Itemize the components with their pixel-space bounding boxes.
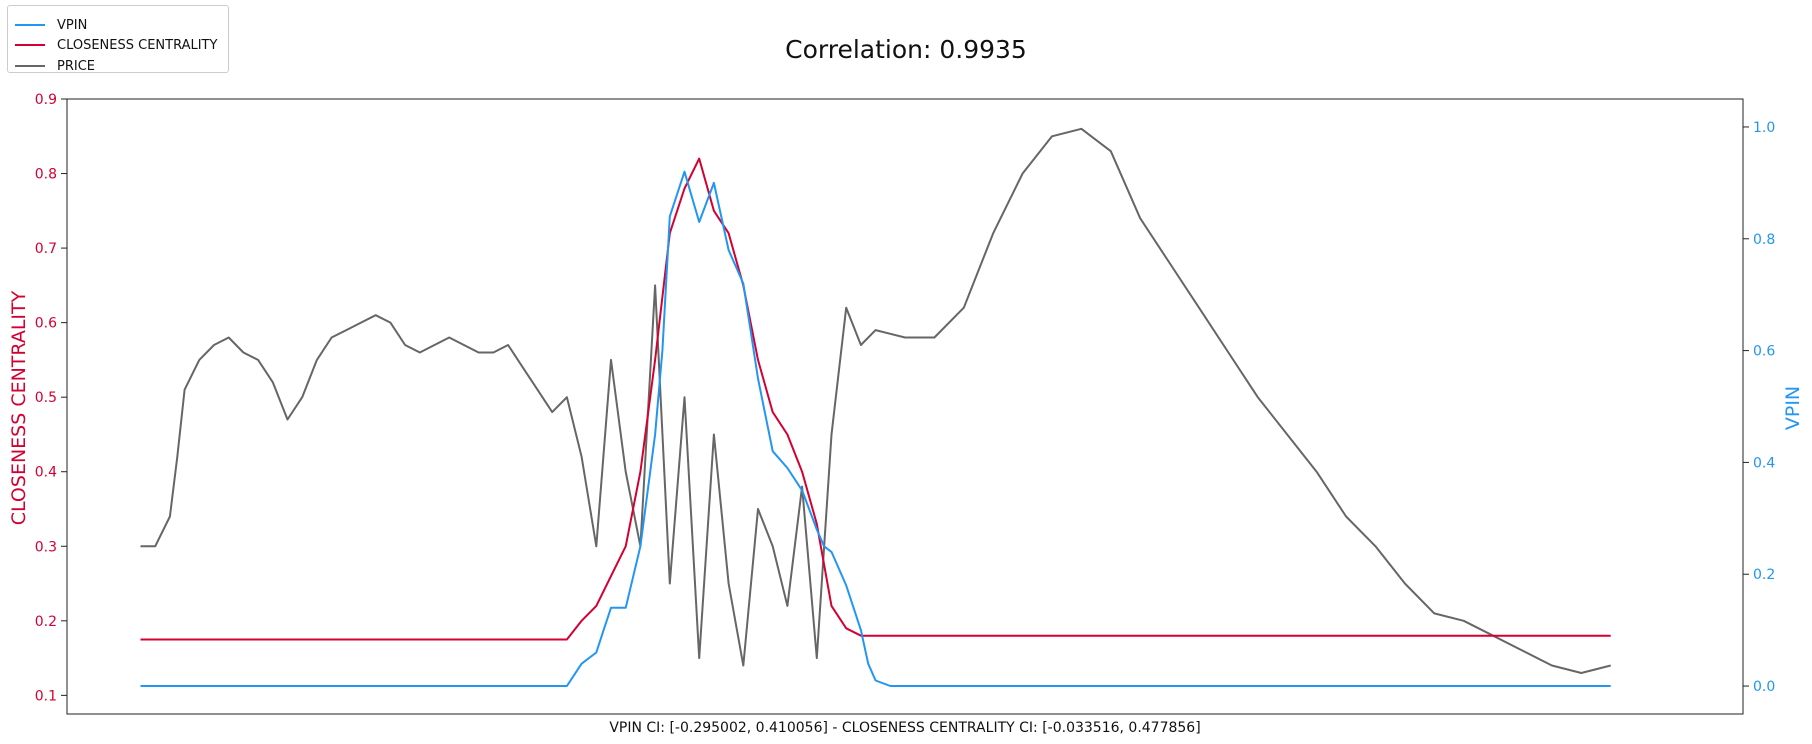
legend-label-vpin: VPIN [57, 17, 88, 33]
left-tick-label: 0.2 [35, 614, 57, 630]
x-axis-label: VPIN CI: [-0.295002, 0.410056] - CLOSENE… [609, 720, 1200, 736]
left-tick-label: 0.9 [35, 92, 57, 108]
left-tick-label: 0.7 [35, 241, 57, 257]
right-tick-label: 0.0 [1753, 679, 1775, 695]
y-axis-label-right: VPIN [1782, 386, 1804, 430]
series-layer [140, 127, 1611, 687]
legend-label-closeness: CLOSENESS CENTRALITY [57, 37, 218, 53]
legend-swatch-vpin [15, 24, 45, 26]
right-tick-label: 0.2 [1753, 567, 1775, 583]
right-tick-label: 0.4 [1753, 455, 1775, 471]
left-tick-label: 0.3 [35, 539, 57, 555]
left-tick-label: 0.6 [35, 316, 57, 332]
series-line-price [140, 127, 1611, 674]
left-tick-label: 0.1 [35, 688, 57, 704]
series-line-vpin [140, 170, 1611, 687]
chart-title: Correlation: 0.9935 [785, 35, 1027, 64]
right-tick-label: 1.0 [1753, 120, 1775, 136]
left-tick-label: 0.5 [35, 390, 57, 406]
legend-item-price: PRICE [15, 57, 95, 75]
left-tick-label: 0.8 [35, 167, 57, 183]
legend: VPIN CLOSENESS CENTRALITY PRICE [7, 5, 229, 75]
right-tick-label: 0.8 [1753, 232, 1775, 248]
legend-item-vpin: VPIN [15, 16, 87, 34]
right-tick-label: 0.6 [1753, 344, 1775, 360]
legend-label-price: PRICE [57, 58, 95, 74]
plot-area [66, 98, 1744, 715]
series-line-closeness-centrality [140, 157, 1611, 641]
right-y-axis: 0.0 0.2 0.4 0.6 0.8 1.0 [1743, 120, 1775, 695]
legend-swatch-closeness [15, 44, 45, 46]
left-tick-label: 0.4 [35, 465, 57, 481]
left-y-axis: 0.1 0.2 0.3 0.4 0.5 0.6 0.7 0.8 0.9 [35, 92, 67, 704]
y-axis-label-left: CLOSENESS CENTRALITY [8, 290, 30, 525]
legend-item-closeness: CLOSENESS CENTRALITY [15, 36, 217, 54]
legend-swatch-price [15, 65, 45, 67]
